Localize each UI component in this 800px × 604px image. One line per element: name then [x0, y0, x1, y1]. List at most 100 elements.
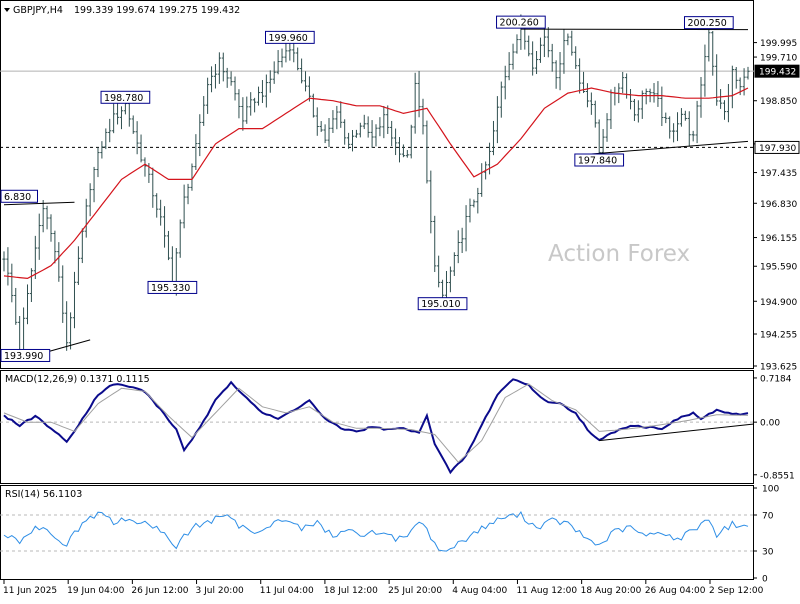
price-bar	[656, 81, 660, 107]
price-bar	[229, 71, 233, 86]
price-annotation-label: 198.780	[104, 93, 143, 104]
price-bar	[221, 52, 225, 82]
price-bar	[241, 97, 245, 131]
symbol-dropdown-icon[interactable]	[4, 8, 10, 12]
price-bar	[25, 284, 30, 325]
price-annotation-label: 195.330	[151, 283, 190, 294]
price-bar	[531, 41, 535, 76]
price-bar	[722, 100, 727, 120]
price-bar	[323, 124, 327, 144]
price-bar	[562, 28, 566, 74]
price-annotation-label: 195.010	[421, 299, 460, 310]
price-bar	[491, 120, 496, 156]
price-bar	[166, 230, 171, 261]
price-annotation-label: 193.990	[4, 351, 43, 362]
price-bar	[41, 199, 45, 233]
price-bar	[511, 43, 515, 70]
price-y-tick-label: 199.710	[760, 54, 797, 64]
price-bar	[378, 117, 382, 137]
price-bar	[303, 71, 308, 92]
price-bar	[542, 26, 546, 58]
x-tick-label: 11 Aug 12:00	[516, 586, 577, 596]
price-bar	[503, 65, 507, 100]
price-bar	[14, 287, 18, 325]
price-bar	[53, 230, 57, 264]
price-y-tick-label: 194.900	[760, 298, 797, 308]
price-bar	[448, 266, 452, 293]
price-bar	[10, 263, 14, 303]
price-bar	[668, 116, 672, 139]
price-bar	[119, 106, 124, 130]
price-bar	[570, 30, 574, 56]
price-bar	[460, 227, 464, 254]
price-bar	[37, 213, 41, 260]
x-tick-label: 18 Aug 20:00	[581, 586, 642, 596]
price-bar	[131, 115, 135, 134]
watermark: Action Forex	[548, 241, 690, 267]
price-panel-frame	[0, 0, 754, 369]
price-bar	[468, 198, 472, 223]
macd-line	[3, 378, 749, 475]
macd-trendline	[599, 423, 755, 442]
x-tick-label: 4 Aug 04:00	[452, 586, 507, 596]
price-bar	[636, 100, 640, 123]
rsi-y-tick-label: 70	[762, 512, 774, 522]
price-bar	[65, 301, 69, 351]
price-bar	[45, 205, 49, 230]
price-bar	[413, 72, 417, 134]
price-bar	[151, 167, 155, 208]
moving-average-line	[3, 87, 749, 280]
price-bar	[135, 121, 139, 155]
price-bar	[515, 34, 519, 54]
rsi-y-tick-label: 0	[762, 575, 768, 585]
price-bar	[354, 129, 359, 138]
price-bar	[33, 235, 37, 280]
rsi-panel-frame	[0, 485, 754, 580]
price-bar	[550, 43, 554, 72]
price-bar	[707, 24, 711, 62]
price-bar	[339, 101, 343, 128]
price-bar	[574, 46, 578, 69]
last-price-tag	[754, 64, 800, 78]
price-annotation-label: 200.250	[687, 18, 726, 29]
price-bar	[260, 80, 265, 104]
price-bar	[386, 105, 390, 135]
price-bar	[397, 137, 402, 163]
macd-signal-line	[3, 383, 749, 463]
price-bar	[206, 77, 210, 114]
price-bar	[190, 163, 194, 191]
price-y-tick-label: 199.995	[760, 39, 797, 49]
price-bar	[425, 120, 429, 184]
price-bar	[409, 124, 413, 159]
price-bar	[350, 130, 355, 152]
price-bar	[429, 170, 433, 234]
price-bar	[472, 199, 476, 208]
price-bar	[393, 128, 398, 156]
price-bar	[159, 199, 163, 226]
price-bar	[558, 51, 562, 91]
rsi-y-tick-label: 30	[762, 548, 774, 558]
price-bar	[632, 98, 637, 122]
x-tick-label: 11 Jun 2025	[3, 586, 57, 596]
price-bar	[644, 88, 648, 105]
price-bar	[405, 150, 409, 158]
symbol-label: GBPJPY,H4	[13, 5, 63, 16]
price-bar	[202, 96, 206, 126]
macd-y-tick-label: 0.00	[760, 419, 780, 429]
price-bar	[374, 124, 378, 147]
price-bar	[718, 89, 723, 109]
x-tick-label: 25 Jul 20:00	[388, 586, 442, 596]
price-bar	[307, 76, 312, 102]
price-bar	[538, 37, 543, 63]
price-bar	[554, 60, 558, 89]
price-bar	[57, 242, 61, 282]
price-bar	[476, 187, 480, 214]
price-bar	[143, 157, 147, 177]
price-y-tick-label: 194.255	[760, 331, 797, 341]
price-bar	[280, 48, 284, 68]
price-bar	[49, 214, 53, 242]
price-bar	[437, 255, 441, 288]
price-bar	[589, 92, 593, 115]
price-bar	[284, 43, 288, 63]
